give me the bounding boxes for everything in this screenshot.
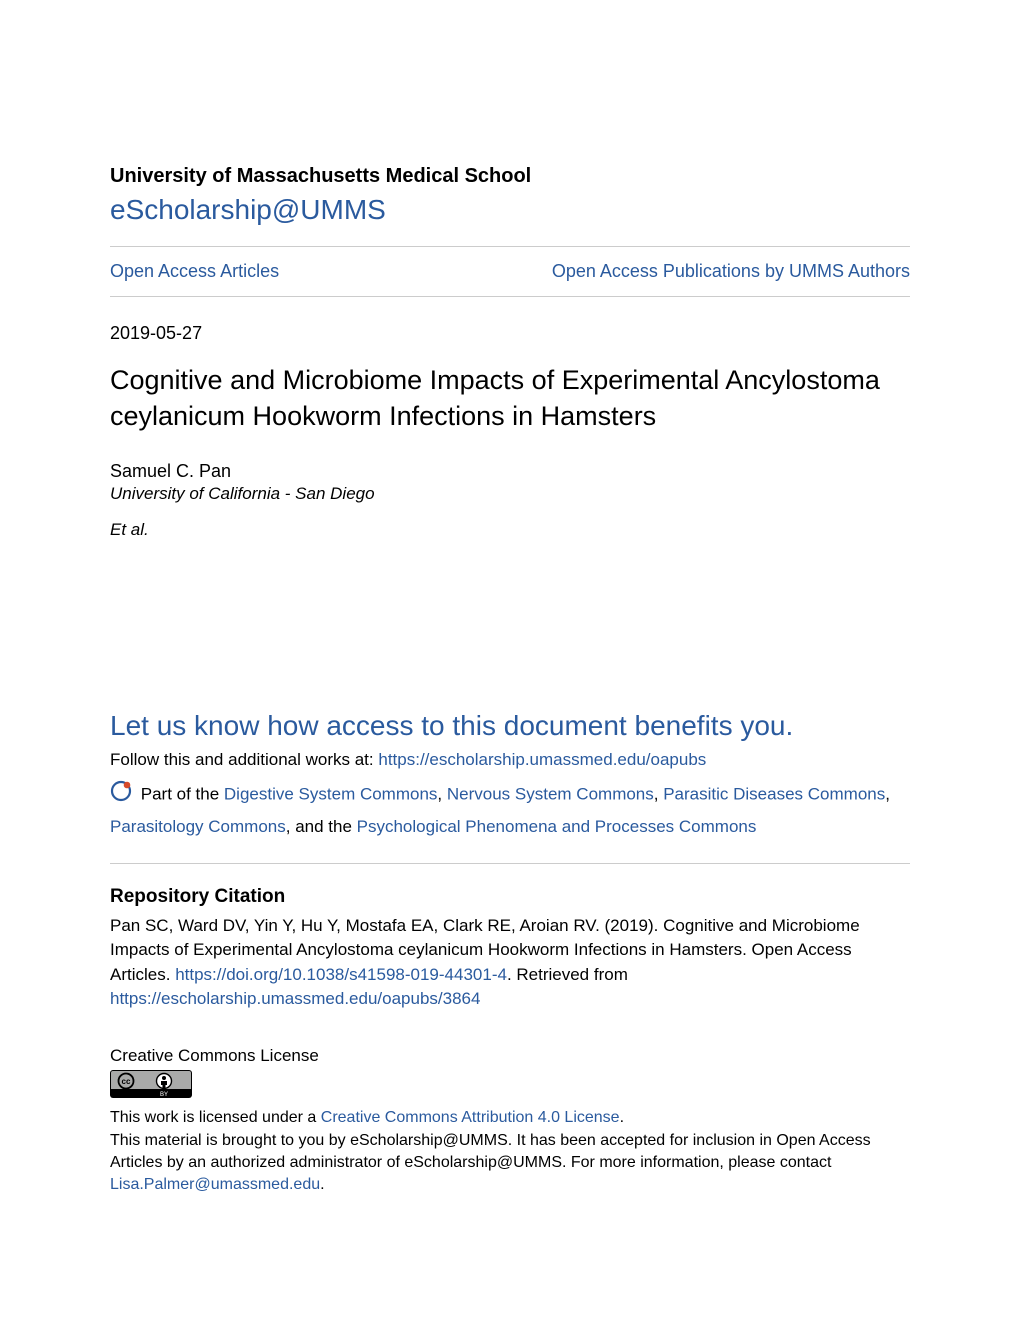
commons-link-5[interactable]: Psychological Phenomena and Processes Co… bbox=[357, 817, 757, 836]
cc-by-badge-icon: cc BY bbox=[110, 1070, 192, 1103]
doi-link[interactable]: https://doi.org/10.1038/s41598-019-44301… bbox=[175, 965, 507, 984]
license-line1-prefix: This work is licensed under a bbox=[110, 1109, 321, 1126]
follow-url-link[interactable]: https://escholarship.umassmed.edu/oapubs bbox=[378, 750, 706, 769]
license-line1-suffix: . bbox=[620, 1109, 624, 1126]
commons-link-2[interactable]: Nervous System Commons bbox=[447, 785, 654, 804]
citation-retrieved: . Retrieved from bbox=[507, 965, 628, 984]
citation-body: Pan SC, Ward DV, Yin Y, Hu Y, Mostafa EA… bbox=[110, 914, 910, 1013]
citation-heading: Repository Citation bbox=[110, 886, 910, 908]
partof-line-1: Part of the Digestive System Commons, Ne… bbox=[110, 780, 910, 810]
svg-text:cc: cc bbox=[122, 1077, 131, 1086]
and-the: , and the bbox=[286, 817, 357, 836]
commons-link-4[interactable]: Parasitology Commons bbox=[110, 817, 286, 836]
nav-publications-link[interactable]: Open Access Publications by UMMS Authors bbox=[552, 261, 910, 282]
repository-link[interactable]: eScholarship@UMMS bbox=[110, 194, 910, 226]
follow-prefix: Follow this and additional works at: bbox=[110, 750, 378, 769]
partof-prefix: Part of the bbox=[141, 785, 224, 804]
license-line2-suffix: . bbox=[320, 1176, 324, 1193]
commons-link-3[interactable]: Parasitic Diseases Commons bbox=[663, 785, 885, 804]
benefits-cta-link[interactable]: Let us know how access to this document … bbox=[110, 710, 910, 742]
spacer bbox=[110, 540, 910, 710]
divider bbox=[110, 863, 910, 864]
license-link[interactable]: Creative Commons Attribution 4.0 License bbox=[321, 1109, 620, 1126]
follow-line: Follow this and additional works at: htt… bbox=[110, 750, 910, 770]
author-affiliation: University of California - San Diego bbox=[110, 484, 910, 504]
institution-name: University of Massachusetts Medical Scho… bbox=[110, 165, 910, 188]
author-etal: Et al. bbox=[110, 520, 910, 540]
retrieved-link[interactable]: https://escholarship.umassmed.edu/oapubs… bbox=[110, 989, 480, 1008]
license-line2: This material is brought to you by eScho… bbox=[110, 1132, 871, 1171]
sep: , bbox=[654, 785, 663, 804]
license-heading: Creative Commons License bbox=[110, 1046, 910, 1066]
contact-email-link[interactable]: Lisa.Palmer@umassmed.edu bbox=[110, 1176, 320, 1193]
article-title: Cognitive and Microbiome Impacts of Expe… bbox=[110, 362, 910, 435]
sep: , bbox=[885, 785, 890, 804]
license-text: This work is licensed under a Creative C… bbox=[110, 1107, 910, 1197]
nav-collection-link[interactable]: Open Access Articles bbox=[110, 261, 279, 282]
commons-link-1[interactable]: Digestive System Commons bbox=[224, 785, 438, 804]
page-container: University of Massachusetts Medical Scho… bbox=[110, 165, 910, 1197]
network-icon bbox=[110, 780, 132, 810]
sep: , bbox=[437, 785, 446, 804]
author-name: Samuel C. Pan bbox=[110, 461, 910, 482]
svg-text:BY: BY bbox=[160, 1092, 168, 1098]
divider bbox=[110, 296, 910, 297]
partof-line-2: Parasitology Commons, and the Psychologi… bbox=[110, 814, 910, 840]
publication-date: 2019-05-27 bbox=[110, 323, 910, 344]
nav-row: Open Access Articles Open Access Publica… bbox=[110, 247, 910, 296]
